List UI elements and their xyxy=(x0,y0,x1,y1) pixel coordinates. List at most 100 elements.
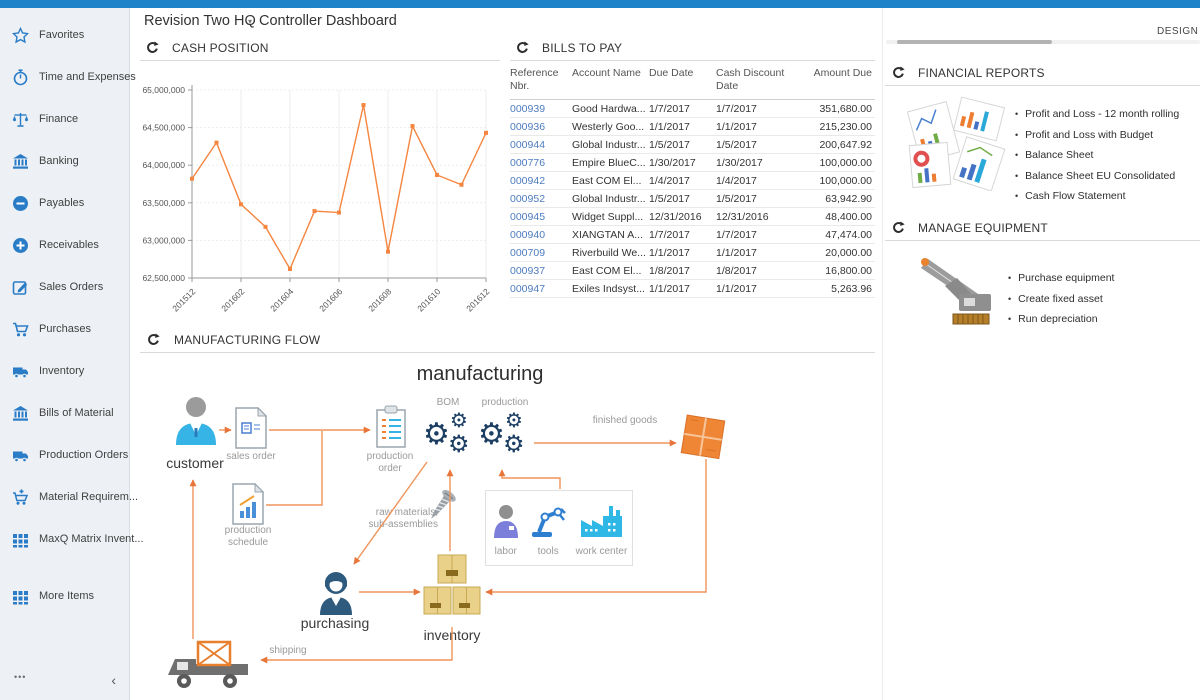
shipping-truck-icon xyxy=(160,640,256,695)
equipment-link[interactable]: • Run depreciation xyxy=(1008,313,1114,325)
reference-link[interactable]: 000776 xyxy=(510,153,572,173)
table-cell: 1/30/2017 xyxy=(716,153,801,173)
reference-link[interactable]: 000952 xyxy=(510,189,572,209)
table-row: 000952 Global Industr... 1/5/2017 1/5/2017 6… xyxy=(510,189,875,209)
inventory-boxes-icon xyxy=(423,553,481,630)
column-header[interactable]: Amount Due xyxy=(801,64,875,101)
refresh-icon[interactable] xyxy=(516,41,529,54)
bills-to-pay-title: BILLS TO PAY xyxy=(542,41,623,55)
report-link[interactable]: • Balance Sheet xyxy=(1015,149,1179,161)
financial-reports-title: FINANCIAL REPORTS xyxy=(918,66,1045,80)
sidebar-item-purchases[interactable]: Purchases xyxy=(0,308,130,350)
table-cell: 1/30/2017 xyxy=(649,153,716,173)
sidebar-item-favorites[interactable]: Favorites xyxy=(0,14,130,56)
reference-link[interactable]: 000709 xyxy=(510,243,572,263)
report-link[interactable]: • Cash Flow Statement xyxy=(1015,190,1179,202)
table-cell: Riverbuild We... xyxy=(572,243,649,263)
column-header[interactable]: Due Date xyxy=(649,64,716,101)
sidebar-item-time-and-expenses[interactable]: Time and Expenses xyxy=(0,56,136,98)
svg-text:62,500,000: 62,500,000 xyxy=(142,273,185,283)
sidebar-item-receivables[interactable]: Receivables xyxy=(0,224,130,266)
column-header[interactable]: Cash Discount Date xyxy=(716,64,801,101)
table-cell: 1/5/2017 xyxy=(716,135,801,155)
table-cell: 63,942.90 xyxy=(801,189,875,209)
table-cell: Widget Suppl... xyxy=(572,207,649,227)
manage-equipment-title: MANAGE EQUIPMENT xyxy=(918,221,1048,235)
chevron-down-icon[interactable]: ▾ xyxy=(248,17,253,26)
refresh-icon[interactable] xyxy=(892,66,905,79)
reference-link[interactable]: 000937 xyxy=(510,261,572,281)
reference-link[interactable]: 000939 xyxy=(510,99,572,119)
company-selector[interactable]: Revision Two HQ xyxy=(144,13,256,29)
refresh-icon[interactable] xyxy=(147,333,160,346)
svg-text:65,000,000: 65,000,000 xyxy=(142,85,185,95)
sidebar-item-banking[interactable]: Banking xyxy=(0,140,130,182)
production-gears-icon: ⚙ ⚙ ⚙ xyxy=(478,408,525,458)
more-options-icon[interactable]: ••• xyxy=(14,672,27,682)
bullet-icon: • xyxy=(1015,150,1019,160)
sidebar-item-payables[interactable]: Payables xyxy=(0,182,130,224)
table-row: 000940 XIANGTAN A... 1/7/2017 1/7/2017 47,47… xyxy=(510,225,875,245)
sidebar-item-sales-orders[interactable]: Sales Orders xyxy=(0,266,130,308)
financial-report-links: • Profit and Loss - 12 month rolling • Prof… xyxy=(1015,108,1179,211)
sidebar-item-production-orders[interactable]: Production Orders xyxy=(0,434,130,476)
refresh-icon[interactable] xyxy=(146,41,159,54)
reference-link[interactable]: 000945 xyxy=(510,207,572,227)
column-header[interactable]: Reference Nbr. xyxy=(510,64,572,101)
scales-icon xyxy=(12,111,29,128)
manufacturing-flow-diagram: manufacturing BOM production ⚙ ⚙ ⚙ ⚙ ⚙ ⚙… xyxy=(140,355,880,700)
table-cell: 1/4/2017 xyxy=(716,171,801,191)
sidebar-item-label: Material Requirem... xyxy=(39,491,139,503)
table-cell: 12/31/2016 xyxy=(716,207,801,227)
production-schedule-icon xyxy=(232,482,265,530)
table-cell: XIANGTAN A... xyxy=(572,225,649,245)
equipment-link-label: Create fixed asset xyxy=(1018,292,1103,305)
table-cell: 1/1/2017 xyxy=(716,117,801,137)
equipment-link[interactable]: • Purchase equipment xyxy=(1008,272,1114,284)
sidebar-item-inventory[interactable]: Inventory xyxy=(0,350,130,392)
table-cell: Westerly Goo... xyxy=(572,117,649,137)
refresh-icon[interactable] xyxy=(892,221,905,234)
svg-text:201602: 201602 xyxy=(219,286,246,313)
sidebar-item-label: Purchases xyxy=(39,323,91,335)
collapse-sidebar-icon[interactable]: ‹ xyxy=(111,672,116,688)
equipment-link-label: Run depreciation xyxy=(1018,313,1098,325)
sidebar-item-bills-of-material[interactable]: Bills of Material xyxy=(0,392,130,434)
table-cell: 1/1/2017 xyxy=(649,117,716,137)
sidebar-footer: ••• ‹ xyxy=(0,672,130,688)
sidebar-item-maxq-matrix-invent[interactable]: MaxQ Matrix Invent... xyxy=(0,518,144,560)
table-cell: 200,647.92 xyxy=(801,135,875,155)
reference-link[interactable]: 000942 xyxy=(510,171,572,191)
column-header[interactable]: Account Name xyxy=(572,64,649,101)
report-link[interactable]: • Profit and Loss with Budget xyxy=(1015,129,1179,141)
equipment-links: • Purchase equipment • Create fixed asset • R… xyxy=(1008,272,1114,334)
production-schedule-label: production schedule xyxy=(224,525,272,548)
table-cell: Exiles Indsyst... xyxy=(572,279,649,299)
design-button[interactable]: DESIGN xyxy=(1157,26,1199,37)
report-link-label: Balance Sheet EU Consolidated xyxy=(1025,169,1176,182)
sidebar-item-material-requirem[interactable]: Material Requirem... xyxy=(0,476,138,518)
crane-illustration xyxy=(915,252,1005,337)
stopwatch-icon xyxy=(12,68,29,86)
report-link-label: Balance Sheet xyxy=(1025,149,1094,161)
reference-link[interactable]: 000936 xyxy=(510,117,572,137)
sidebar-item-more-items[interactable]: More Items xyxy=(0,575,130,617)
reference-link[interactable]: 000947 xyxy=(510,279,572,299)
sidebar-item-finance[interactable]: Finance xyxy=(0,98,130,140)
equipment-link[interactable]: • Create fixed asset xyxy=(1008,293,1114,305)
sidebar-item-label: Payables xyxy=(39,197,85,209)
bullet-icon: • xyxy=(1008,314,1012,324)
bullet-icon: • xyxy=(1015,170,1019,181)
report-link[interactable]: • Balance Sheet EU Consolidated xyxy=(1015,170,1179,182)
tools-icon xyxy=(532,507,567,537)
table-cell: 1/5/2017 xyxy=(649,189,716,209)
report-link[interactable]: • Profit and Loss - 12 month rolling xyxy=(1015,108,1179,120)
reference-link[interactable]: 000940 xyxy=(510,225,572,245)
reference-link[interactable]: 000944 xyxy=(510,135,572,155)
table-cell: 1/1/2017 xyxy=(716,279,801,299)
table-row: 000776 Empire BlueC... 1/30/2017 1/30/2017 1… xyxy=(510,153,875,173)
table-cell: Empire BlueC... xyxy=(572,153,649,173)
table-row: 000936 Westerly Goo... 1/1/2017 1/1/2017 215… xyxy=(510,117,875,137)
table-cell: 1/8/2017 xyxy=(649,261,716,281)
scrollbar-thumb[interactable] xyxy=(897,40,1052,44)
